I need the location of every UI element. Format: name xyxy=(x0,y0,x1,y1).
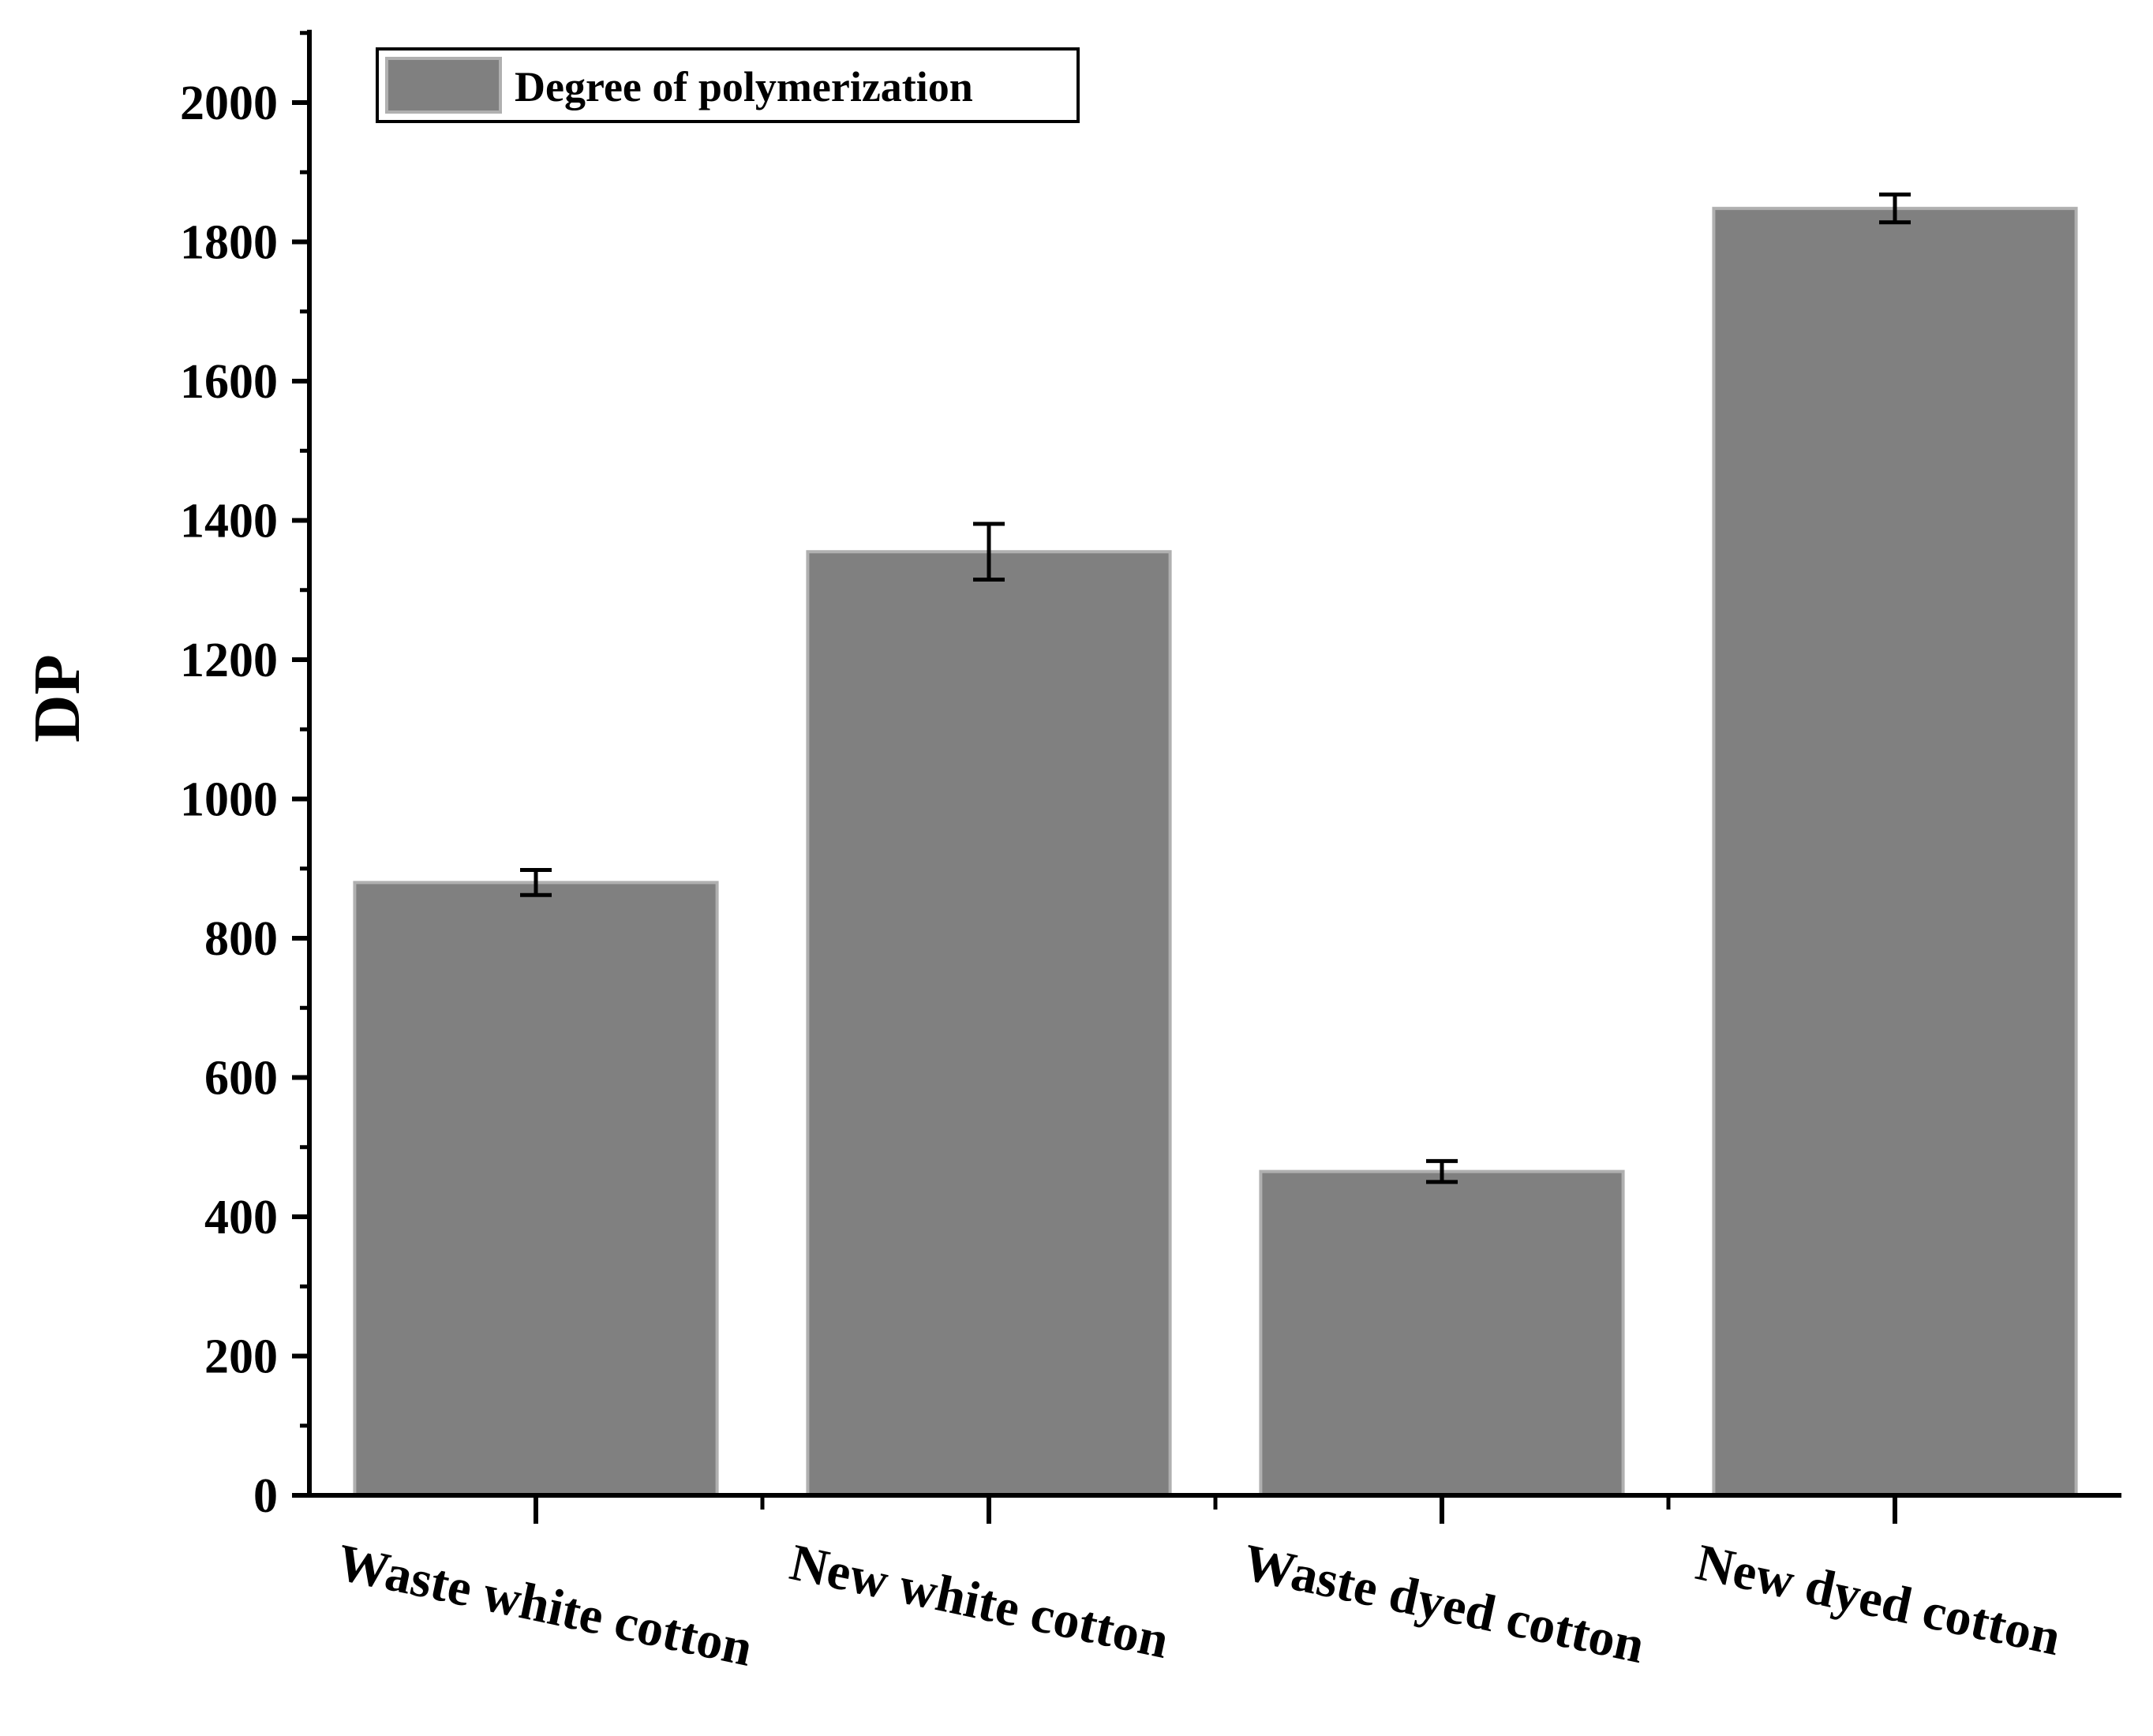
x-tick-label: New dyed cotton xyxy=(1691,1533,2065,1667)
bar xyxy=(806,550,1172,1497)
bar xyxy=(1259,1169,1625,1497)
y-tick-label: 800 xyxy=(204,912,278,966)
bar xyxy=(1712,207,2078,1497)
y-tick-label: 2000 xyxy=(180,77,278,130)
bar xyxy=(353,881,719,1497)
legend-swatch xyxy=(385,57,502,114)
y-tick-label: 1800 xyxy=(180,216,278,270)
y-tick-label: 1400 xyxy=(180,495,278,548)
y-ticks-group: 0 200 400 600 800 1000 1200 1400 1600 1800 2000 xyxy=(180,31,309,1523)
y-tick-label: 400 xyxy=(204,1191,278,1244)
y-tick-label: 0 xyxy=(253,1469,278,1523)
bars-group xyxy=(353,207,2078,1497)
error-bars-group xyxy=(520,192,1911,1184)
legend: Degree of polymerization xyxy=(376,47,1080,123)
y-tick-label: 1600 xyxy=(180,355,278,409)
y-tick-label: 200 xyxy=(204,1330,278,1384)
y-tick-label: 600 xyxy=(204,1052,278,1106)
x-tick-label: Waste white cotton xyxy=(332,1533,758,1678)
x-tick-label: New white cotton xyxy=(785,1533,1174,1670)
y-tick-label: 1000 xyxy=(180,773,278,827)
y-axis-title: DP xyxy=(21,654,94,743)
legend-label: Degree of polymerization xyxy=(515,63,973,110)
x-tick-label: Waste dyed cotton xyxy=(1238,1533,1649,1674)
x-ticks-group: Waste white cotton New white cotton Waste … xyxy=(332,1495,2065,1678)
y-tick-label: 1200 xyxy=(180,634,278,687)
